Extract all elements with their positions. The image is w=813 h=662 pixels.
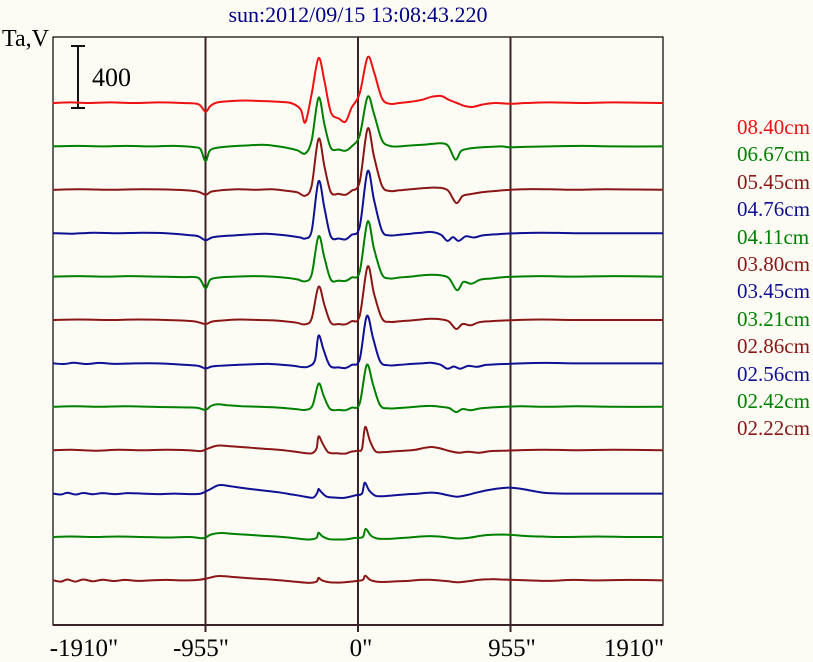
trace-04.76cm	[52, 169, 664, 242]
legend-item-04.76cm: 04.76cm	[737, 197, 810, 222]
x-tick-label-0: 0"	[349, 635, 373, 662]
legend-item-02.56cm: 02.56cm	[737, 361, 810, 386]
trace-03.45cm	[52, 314, 664, 370]
legend-item-02.42cm: 02.42cm	[737, 389, 810, 413]
trace-04.11cm	[52, 220, 664, 292]
legend-item-05.45cm: 05.45cm	[737, 169, 810, 194]
x-tick-label-955: 955"	[488, 635, 536, 662]
trace-02.42cm	[52, 527, 664, 541]
scale-bar-label: 400	[92, 63, 131, 92]
legend-item-03.80cm: 03.80cm	[737, 252, 810, 276]
legend-item-08.40cm: 08.40cm	[737, 115, 810, 139]
trace-05.45cm	[52, 127, 664, 205]
trace-08.40cm	[52, 55, 664, 124]
y-axis-label: Ta,V	[2, 26, 49, 52]
trace-02.22cm	[52, 574, 664, 584]
x-tick-label-1910: 1910"	[603, 635, 665, 662]
trace-03.80cm	[52, 265, 664, 330]
trace-06.67cm	[52, 95, 664, 163]
legend-item-03.21cm: 03.21cm	[737, 306, 810, 331]
legend-item-04.11cm: 04.11cm	[737, 224, 810, 249]
trace-03.21cm	[52, 363, 664, 414]
legend-item-02.86cm: 02.86cm	[737, 334, 810, 359]
trace-02.86cm	[52, 425, 664, 455]
trace-02.56cm	[52, 481, 664, 499]
legend-item-06.67cm: 06.67cm	[737, 142, 810, 167]
x-tick-label--1910: -1910"	[49, 635, 119, 662]
x-tick-label--955: -955"	[172, 635, 230, 662]
legend-item-03.45cm: 03.45cm	[737, 279, 810, 304]
legend-item-02.22cm: 02.22cm	[737, 416, 810, 441]
chart-title: sun:2012/09/15 13:08:43.220	[228, 2, 488, 27]
